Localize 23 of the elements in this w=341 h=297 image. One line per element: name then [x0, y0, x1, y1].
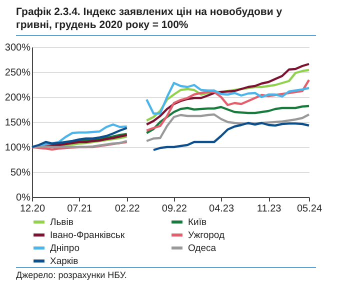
x-tick-label: 12.20 — [20, 204, 46, 214]
legend-label: Київ — [188, 217, 207, 228]
legend-label: Дніпро — [50, 243, 80, 254]
y-tick-label: 200% — [4, 92, 31, 104]
y-tick-label: 0% — [16, 192, 31, 204]
text: Джерело: розрахунки НБУ. — [16, 267, 316, 280]
legend-label: Харків — [50, 256, 78, 267]
y-tick-label: 100% — [4, 142, 31, 154]
legend-label: Львів — [50, 217, 74, 228]
x-tick-label: 11.23 — [256, 204, 282, 214]
y-tick-label: 150% — [4, 118, 31, 128]
y-tick-label: 300% — [4, 42, 31, 54]
x-tick-label: 02.22 — [114, 204, 140, 214]
x-tick-label: 07.21 — [67, 204, 93, 214]
x-tick-label: 05.24 — [296, 204, 322, 214]
x-tick-label: 04.23 — [209, 204, 234, 214]
y-tick-label: 50% — [10, 168, 31, 178]
legend-label: Одеса — [188, 243, 217, 254]
y-tick-label: 250% — [4, 68, 31, 78]
legend-label: Івано-Франківськ — [50, 230, 126, 241]
legend-label: Ужгород — [188, 230, 225, 241]
chart-title: Графік 2.3.4. Індекс заявлених цін на новобудови у гривні, грудень 2020 року = 100% — [16, 6, 316, 36]
x-tick-label: 09.22 — [162, 204, 188, 214]
